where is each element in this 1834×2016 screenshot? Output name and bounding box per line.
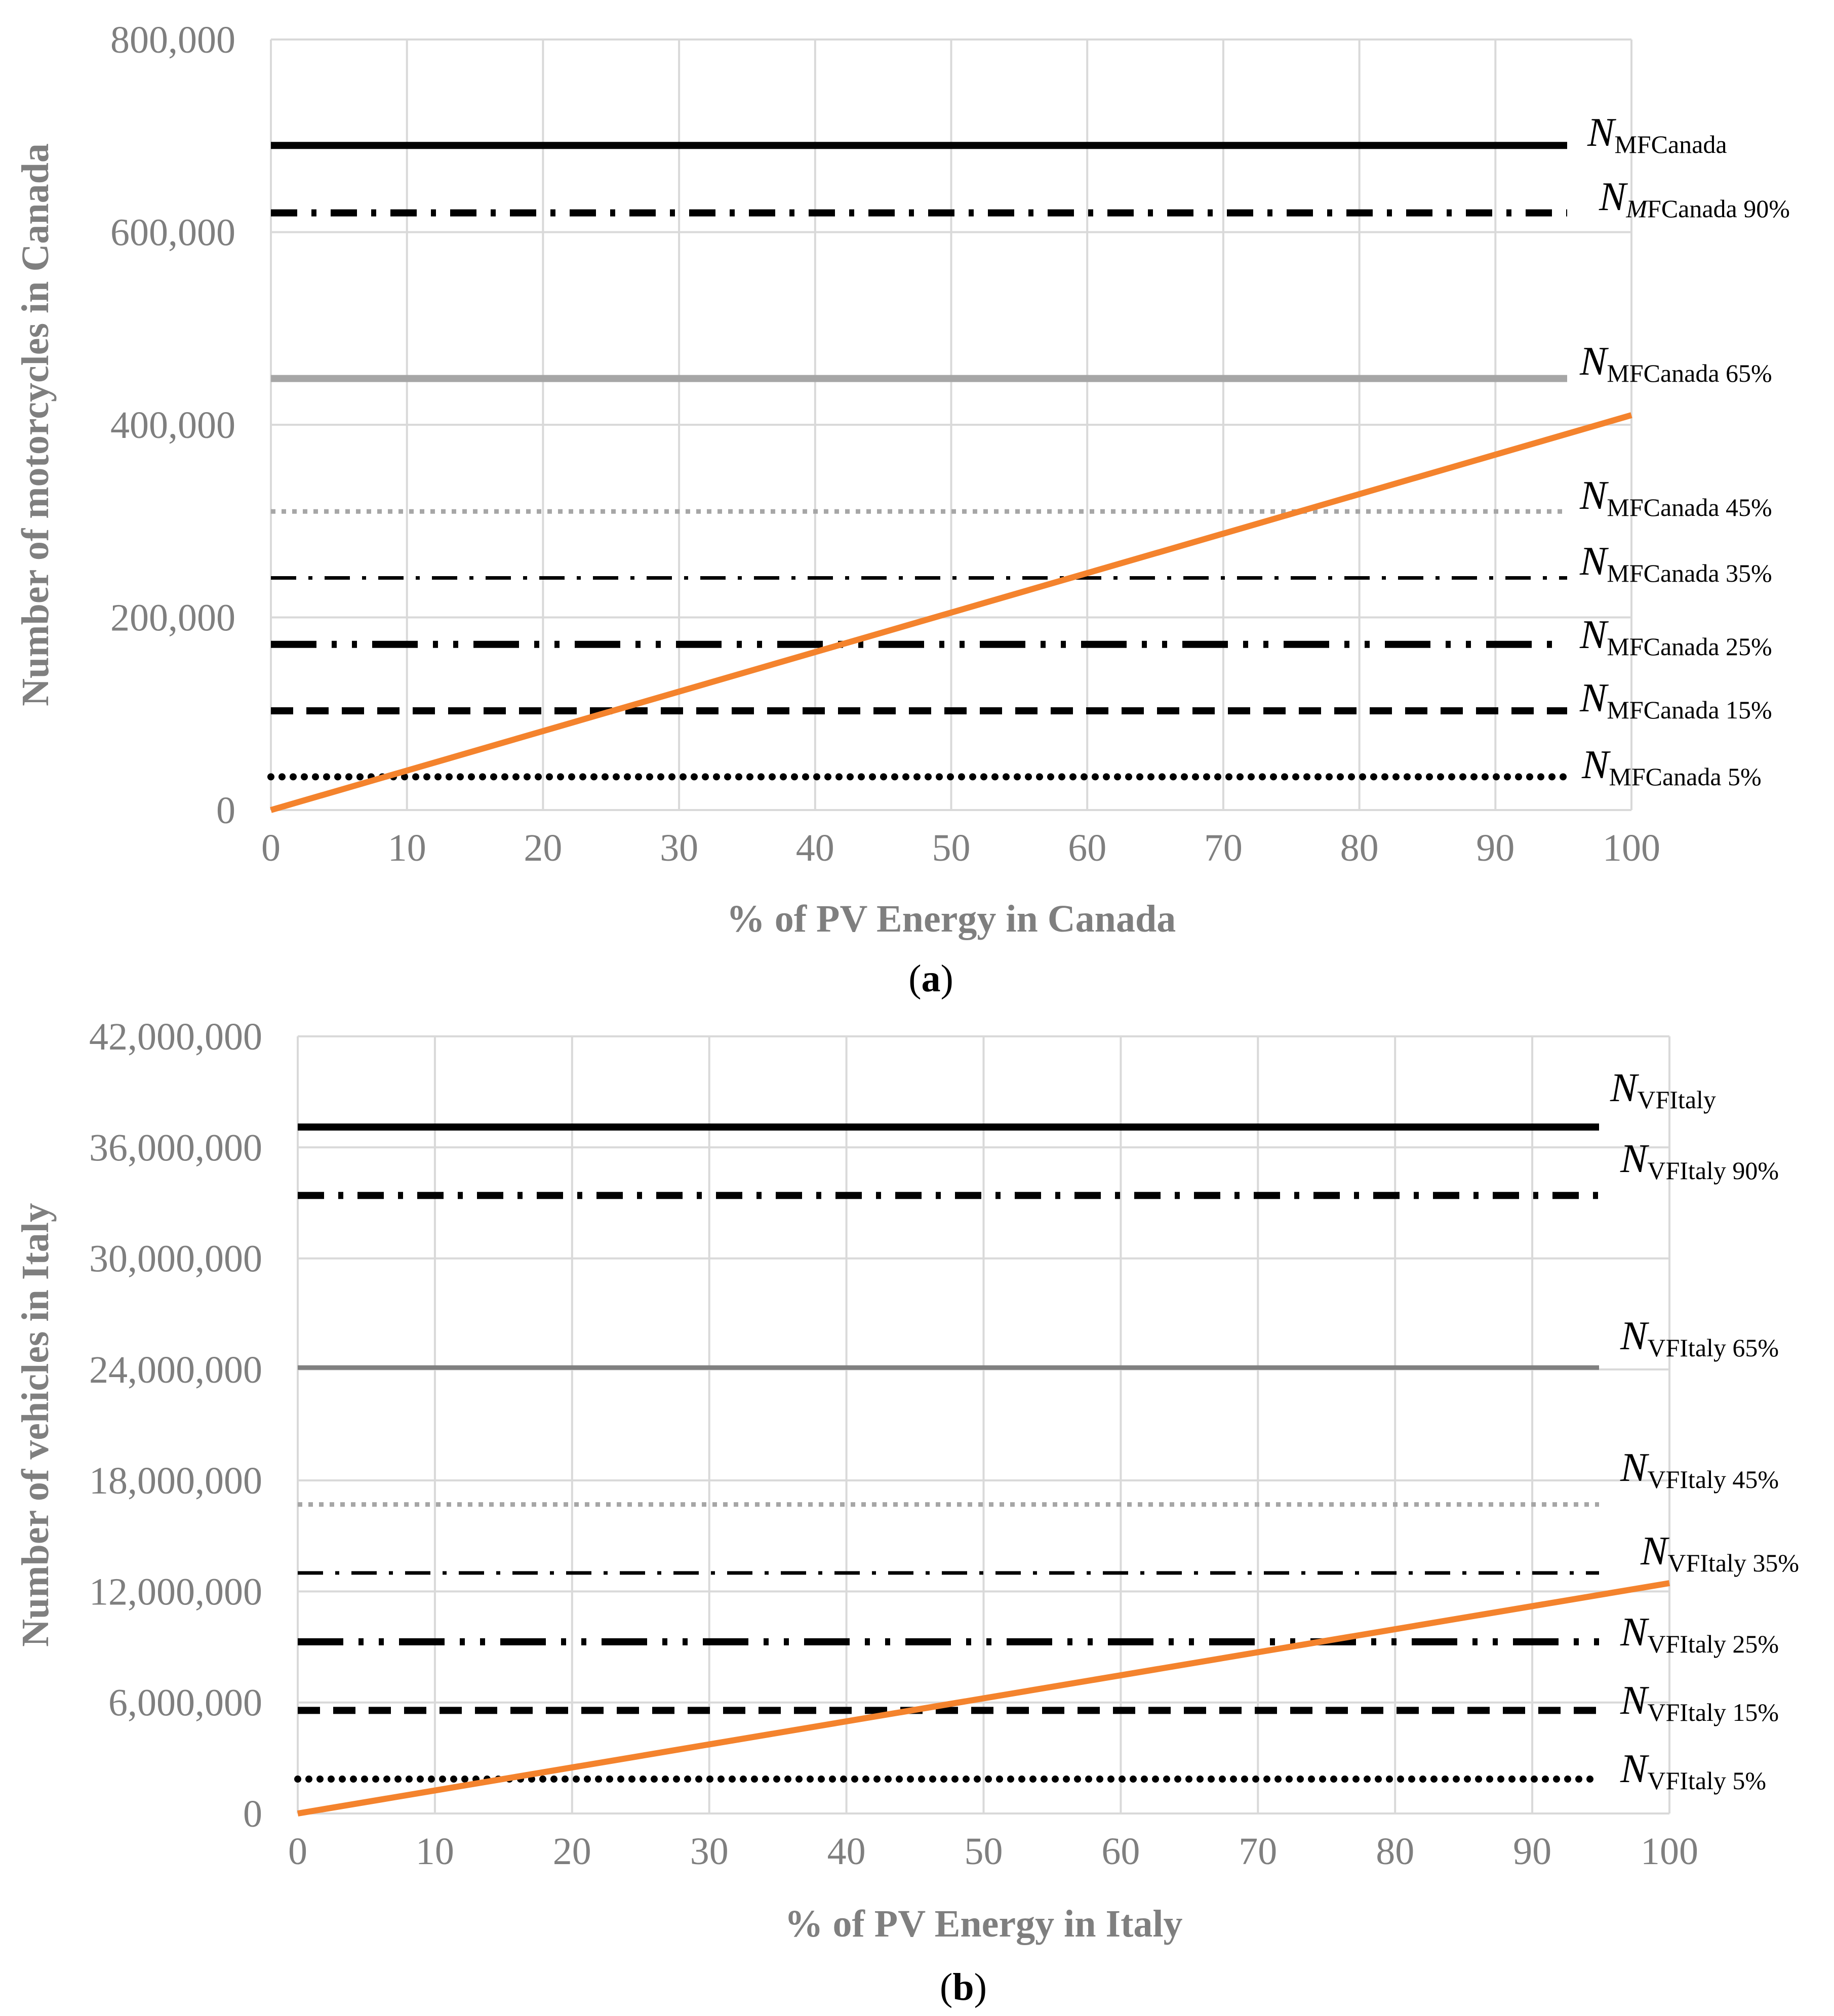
x-tick-label: 40 (827, 1830, 866, 1873)
x-tick-label: 70 (1239, 1830, 1277, 1873)
x-tick-label: 0 (288, 1830, 307, 1873)
series-label: NMFCanada 45% (1579, 473, 1772, 521)
x-tick-label: 80 (1340, 827, 1379, 869)
y-tick-label: 6,000,000 (108, 1682, 262, 1724)
x-tick-label: 100 (1603, 827, 1660, 869)
y-tick-label: 18,000,000 (89, 1460, 262, 1502)
x-axis-title: % of PV Energy in Canada (727, 898, 1176, 940)
y-tick-label: 12,000,000 (89, 1570, 262, 1613)
series-label: NVFItaly 90% (1620, 1137, 1779, 1185)
series-label: NMFCanada 15% (1579, 676, 1772, 724)
x-tick-label: 20 (524, 827, 562, 869)
y-tick-label: 0 (243, 1793, 262, 1835)
x-tick-label: 80 (1376, 1830, 1414, 1873)
y-tick-label: 200,000 (110, 597, 235, 639)
y-tick-label: 0 (216, 789, 235, 832)
series-label: NVFItaly 5% (1620, 1747, 1766, 1795)
series-label: NVFItaly 15% (1620, 1678, 1779, 1726)
y-axis-title: Number of motorcycles in Canada (14, 143, 57, 706)
x-tick-label: 60 (1068, 827, 1106, 869)
series-label: NVFItaly 45% (1620, 1445, 1779, 1494)
y-tick-label: 800,000 (110, 19, 235, 61)
pv-energy-line (297, 1580, 1670, 1817)
series-label: NMFCanada 65% (1579, 339, 1772, 387)
chart-panel-a: 0 10 20 30 40 50 60 70 80 90 100 0 200,000 400,000 600… (14, 19, 1790, 1000)
y-tick-label: 30,000,000 (89, 1238, 262, 1280)
pv-energy-line (270, 412, 1632, 813)
series-label: NMFCanada 35% (1579, 539, 1772, 587)
y-tick-label: 36,000,000 (89, 1126, 262, 1169)
y-tick-label: 24,000,000 (89, 1349, 262, 1391)
panel-label: (b) (940, 1966, 987, 2008)
y-tick-label: 42,000,000 (89, 1016, 262, 1058)
y-axis-title: Number of vehicles in Italy (14, 1203, 57, 1647)
x-tick-label: 0 (261, 827, 281, 869)
x-tick-label: 40 (796, 827, 834, 869)
x-tick-label: 30 (660, 827, 698, 869)
panel-label: (a) (908, 957, 953, 1000)
y-tick-label: 400,000 (110, 404, 235, 447)
series-label: NMFCanada (1587, 110, 1727, 158)
x-tick-label: 60 (1101, 1830, 1140, 1873)
x-tick-label: 90 (1513, 1830, 1551, 1873)
x-tick-label: 90 (1476, 827, 1514, 869)
series-label: NMFCanada 5% (1581, 743, 1762, 791)
chart-panel-b: 0 10 20 30 40 50 60 70 80 90 100 0 6,000,000 12,000,0… (14, 1016, 1799, 2008)
series-label: NVFItaly 35% (1640, 1529, 1799, 1577)
x-tick-label: 20 (553, 1830, 591, 1873)
series-label: NVFItaly 25% (1620, 1610, 1779, 1658)
x-tick-label: 70 (1204, 827, 1243, 869)
x-tick-label: 50 (932, 827, 971, 869)
x-axis-title: % of PV Energy in Italy (784, 1903, 1182, 1945)
x-tick-label: 10 (388, 827, 426, 869)
series-label: NMFCanada 90% (1599, 175, 1790, 223)
x-tick-label: 10 (416, 1830, 454, 1873)
y-tick-label: 600,000 (110, 212, 235, 254)
series-label: NVFItaly (1610, 1066, 1716, 1114)
x-tick-label: 30 (690, 1830, 729, 1873)
x-tick-label: 100 (1641, 1830, 1698, 1873)
series-label: NVFItaly 65% (1620, 1314, 1779, 1362)
series-label: NMFCanada 25% (1579, 613, 1772, 661)
x-tick-label: 50 (965, 1830, 1003, 1873)
